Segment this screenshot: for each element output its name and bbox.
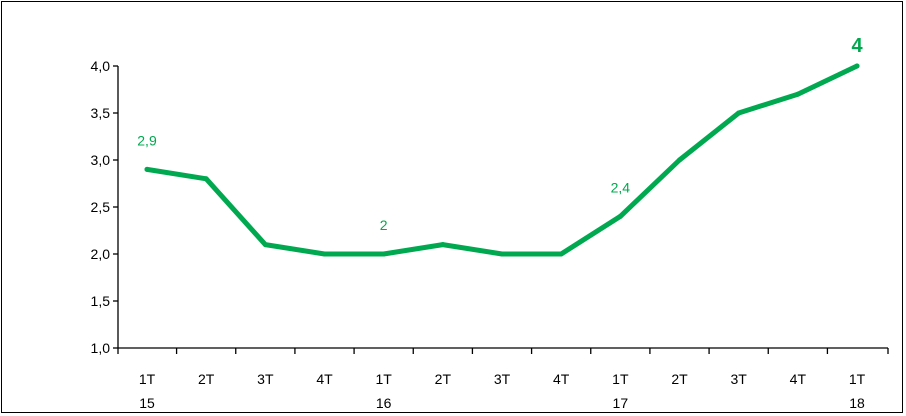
y-tick-label: 2,5 (91, 199, 111, 215)
series-line (144, 63, 860, 257)
series-layer (144, 63, 860, 257)
x-tick-label-quarter: 1T (612, 371, 629, 387)
data-point (854, 63, 860, 69)
x-tick-label-year: 15 (139, 395, 155, 411)
data-point (203, 176, 209, 182)
x-tick-label-quarter: 2T (435, 371, 452, 387)
x-tick-label-year: 18 (849, 395, 865, 411)
data-label: 2,4 (611, 179, 631, 195)
x-tick-label-quarter: 4T (790, 371, 807, 387)
data-point (617, 213, 623, 219)
data-point (144, 166, 150, 172)
data-point (322, 251, 327, 257)
x-tick-label-year: 16 (376, 395, 392, 411)
x-tick-label-year: 17 (613, 395, 629, 411)
data-point (499, 251, 505, 257)
axes: 1,0 1,5 2,0 2,5 3,0 3,5 4,0 1T 15 2T 3T 4T 1T 16 2T 3T 4… (91, 58, 889, 411)
x-tick-label-quarter: 1T (139, 371, 156, 387)
data-point (262, 242, 268, 248)
y-tick-label: 2,0 (91, 246, 111, 262)
x-tick-label-quarter: 4T (316, 371, 333, 387)
data-point (677, 157, 682, 163)
x-tick-label-quarter: 1T (849, 371, 866, 387)
data-point (736, 110, 742, 116)
y-tick-label: 1,5 (91, 293, 111, 309)
x-tick-label-quarter: 4T (553, 371, 570, 387)
x-tick-label-quarter: 3T (257, 371, 274, 387)
x-tick-label-quarter: 3T (730, 371, 747, 387)
y-tick-label: 3,5 (91, 105, 111, 121)
x-tick-label-quarter: 3T (494, 371, 511, 387)
data-point (795, 91, 801, 97)
data-labels-layer: 2,9 2 2,4 4 (137, 35, 863, 233)
x-tick-label-quarter: 1T (375, 371, 392, 387)
x-tick-label-quarter: 2T (671, 371, 688, 387)
y-tick-label: 3,0 (91, 152, 111, 168)
data-point (381, 251, 387, 257)
x-tick-label-quarter: 2T (198, 371, 215, 387)
data-point (558, 251, 564, 257)
data-point (440, 242, 446, 248)
data-label: 2,9 (137, 132, 157, 148)
data-label: 4 (851, 35, 863, 57)
y-tick-label: 4,0 (91, 58, 111, 74)
y-tick-label: 1,0 (91, 340, 111, 356)
data-label: 2 (380, 217, 388, 233)
